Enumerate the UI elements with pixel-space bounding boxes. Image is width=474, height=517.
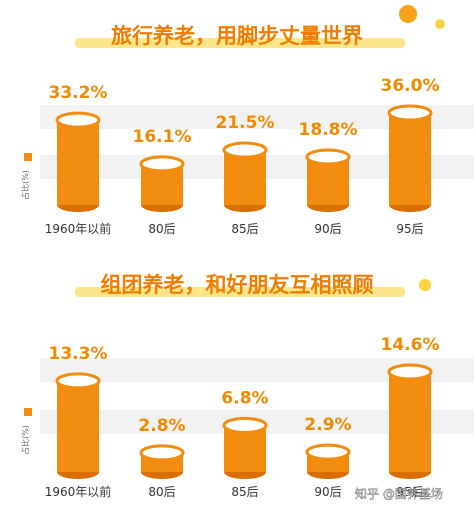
cylinder-bar xyxy=(387,363,433,479)
cylinder-body xyxy=(389,372,431,472)
cylinder-body xyxy=(57,380,99,472)
cylinder-top xyxy=(139,155,185,173)
cylinder-bar xyxy=(139,444,185,479)
x-tick-label: 1960年以前 xyxy=(45,484,112,499)
cylinder-body xyxy=(389,113,431,205)
cylinder-bar xyxy=(55,372,101,479)
value-label: 36.0% xyxy=(381,76,440,96)
x-tick-label: 95后 xyxy=(396,485,423,499)
x-tick-label: 85后 xyxy=(231,485,258,499)
cylinder-bar xyxy=(55,111,101,212)
cylinder-top xyxy=(305,148,351,166)
cylinder-top xyxy=(55,372,101,390)
legend-swatch xyxy=(24,153,32,161)
x-tick-label: 1960年以前 xyxy=(45,221,112,236)
chart-title: 组团养老，和好朋友互相照顾 xyxy=(101,273,374,297)
title-highlight xyxy=(75,287,405,297)
value-label: 18.8% xyxy=(299,120,358,140)
x-tick-label: 85后 xyxy=(231,222,258,236)
cylinder-bar xyxy=(222,141,268,212)
title-highlight xyxy=(75,38,405,48)
decor-dot xyxy=(435,19,445,29)
x-tick-label: 95后 xyxy=(396,222,423,236)
cylinder-bar xyxy=(305,148,351,212)
cylinder-bar xyxy=(387,104,433,212)
cylinder-bar xyxy=(139,155,185,212)
value-label: 13.3% xyxy=(49,344,108,364)
x-tick-label: 90后 xyxy=(314,485,341,499)
value-label: 6.8% xyxy=(221,388,268,408)
cylinder-body xyxy=(224,150,266,205)
y-axis-label: 占比(%) xyxy=(20,170,30,200)
decor-dot xyxy=(399,5,417,23)
cylinder-body xyxy=(57,120,99,205)
cylinder-top xyxy=(305,443,351,461)
cylinder-top xyxy=(222,141,268,159)
value-label: 2.9% xyxy=(304,415,351,435)
cylinder-top xyxy=(55,111,101,129)
value-label: 33.2% xyxy=(49,83,108,103)
cylinder-top xyxy=(387,363,433,381)
cylinder-top xyxy=(222,416,268,434)
cylinder-top xyxy=(387,104,433,122)
watermark: 知乎 @国养基场 xyxy=(355,486,443,501)
x-tick-label: 90后 xyxy=(314,222,341,236)
cylinder-bar xyxy=(305,443,351,479)
x-tick-label: 80后 xyxy=(148,222,175,236)
decor-dot xyxy=(419,279,431,291)
legend-swatch xyxy=(24,408,32,416)
value-label: 21.5% xyxy=(216,113,275,133)
x-tick-label: 80后 xyxy=(148,485,175,499)
y-axis-label: 占比(%) xyxy=(20,425,30,455)
value-label: 14.6% xyxy=(381,335,440,355)
cylinder-top xyxy=(139,444,185,462)
cylinder-bar xyxy=(222,416,268,479)
value-label: 16.1% xyxy=(133,127,192,147)
value-label: 2.8% xyxy=(138,416,185,436)
chart-title: 旅行养老，用脚步丈量世界 xyxy=(111,24,363,48)
